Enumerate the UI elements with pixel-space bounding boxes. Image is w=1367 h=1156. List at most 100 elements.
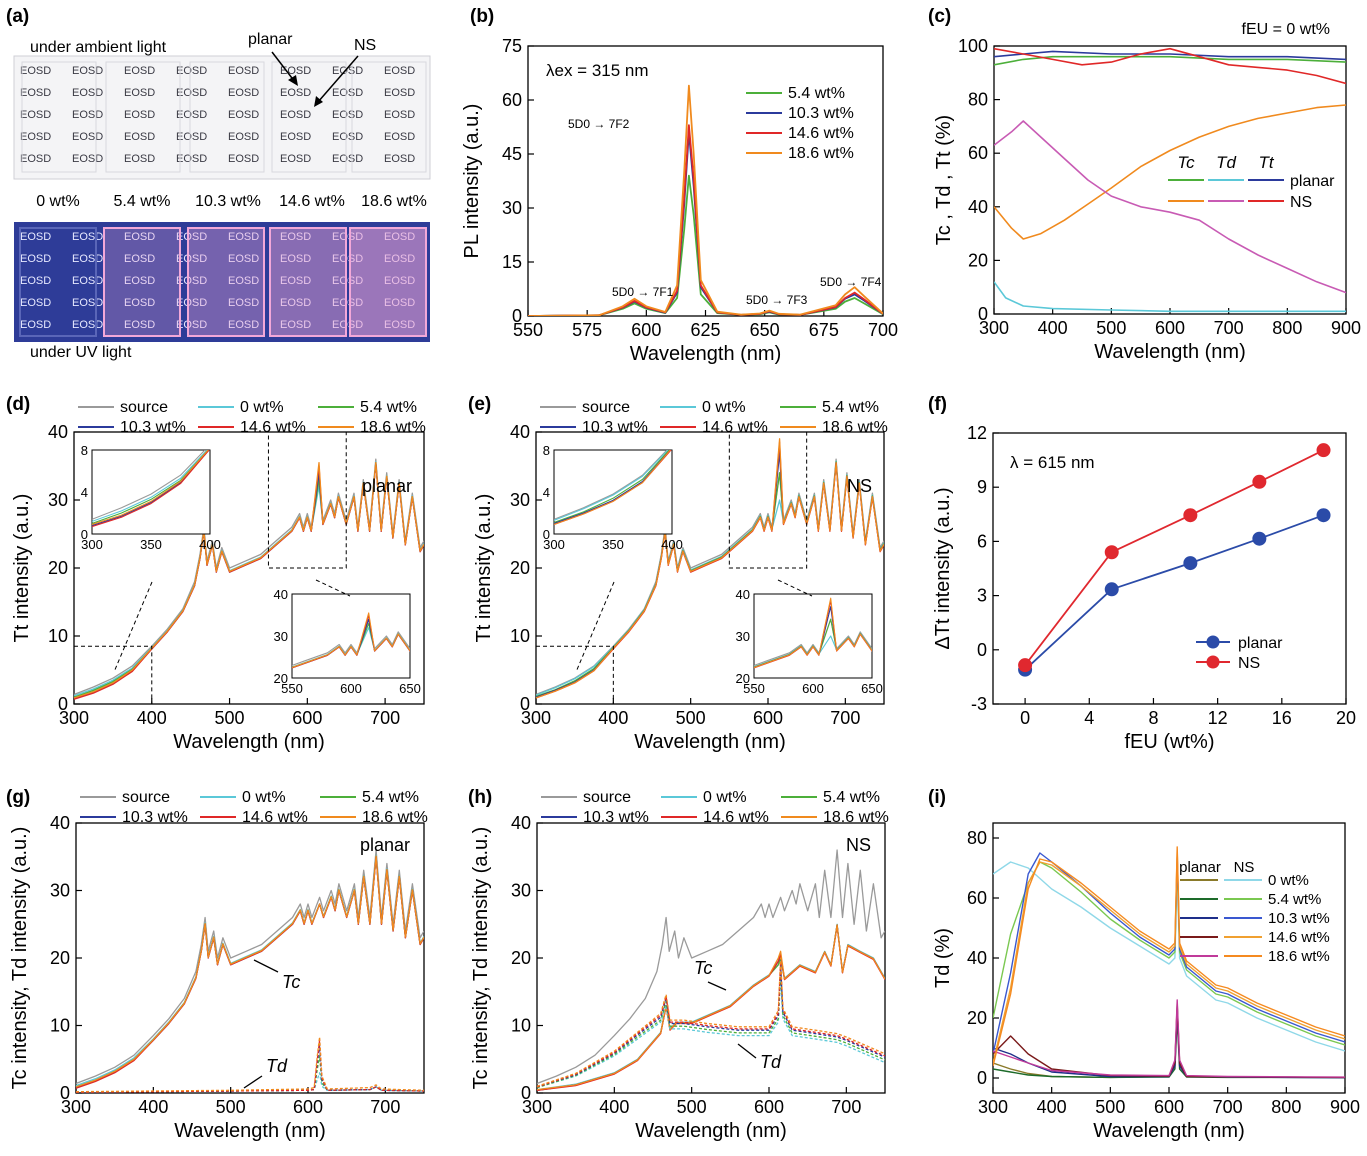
uv-eosd-text: EOSD (124, 275, 155, 287)
ambient-eosd-text: EOSD (124, 109, 155, 121)
ambient-eosd-text: EOSD (20, 65, 51, 77)
ambient-eosd-text: EOSD (332, 87, 363, 99)
x-tick-label: 500 (215, 708, 245, 728)
series-line-g (76, 849, 424, 1085)
uv-eosd-text: EOSD (124, 253, 155, 265)
y-tick-label: 80 (967, 828, 987, 848)
ambient-eosd-text: EOSD (228, 131, 259, 143)
inset-x-tick-label: 350 (602, 537, 624, 552)
ambient-eosd-text: EOSD (124, 153, 155, 165)
legend-label-h: 10.3 wt% (583, 809, 649, 826)
x-tick-label: 600 (292, 708, 322, 728)
legend-label-g: source (122, 789, 170, 806)
uv-eosd-text: EOSD (176, 319, 207, 331)
ambient-eosd-text: EOSD (384, 87, 415, 99)
series-line-d (74, 461, 424, 699)
x-tick-label: 500 (216, 1097, 246, 1117)
x-tick-label: 900 (1331, 318, 1361, 338)
legend-row-label-i: 14.6 wt% (1268, 929, 1330, 946)
y-tick-label: 75 (502, 36, 522, 56)
x-tick-label: 4 (1084, 708, 1094, 728)
uv-film-tile (349, 227, 427, 337)
x-tick-label: 400 (1037, 1097, 1067, 1117)
zoom-region-peaks (267, 431, 347, 569)
uv-eosd-text: EOSD (176, 231, 207, 243)
x-tick-label: 300 (521, 708, 551, 728)
panel-d-label: (d) (6, 394, 30, 415)
x-axis-label: Wavelength (nm) (630, 343, 782, 365)
x-tick-label: 0 (1020, 708, 1030, 728)
inset-series-line (754, 597, 872, 669)
x-tick-label: 575 (572, 320, 602, 340)
uv-eosd-text: EOSD (280, 231, 311, 243)
sample-type-annotation: planar (360, 835, 410, 855)
uv-eosd-text: EOSD (124, 297, 155, 309)
uv-eosd-text: EOSD (280, 253, 311, 265)
data-point-planar (1252, 531, 1267, 546)
y-tick-label: 20 (968, 250, 988, 270)
uv-eosd-text: EOSD (228, 297, 259, 309)
y-tick-label: -3 (971, 694, 987, 714)
dashed-series-line-h (537, 970, 885, 1089)
ambient-eosd-text: EOSD (124, 65, 155, 77)
uv-caption: under UV light (30, 344, 132, 361)
inset-y-tick-label: 40 (274, 587, 288, 602)
inset-x-tick-label: 350 (140, 537, 162, 552)
y-tick-label: 0 (521, 1083, 531, 1103)
inset-y-tick-label: 4 (81, 485, 88, 500)
inset-x-tick-label: 600 (340, 681, 362, 696)
plot-frame (992, 432, 1347, 705)
uv-film-tile (19, 227, 97, 337)
y-tick-label: 15 (502, 252, 522, 272)
inset-frame (291, 593, 411, 679)
chart-g: (g) 300 400 500 600 700 0 10 20 30 40 Wavelength (n… (6, 787, 428, 1142)
legend-label-f: NS (1238, 655, 1260, 672)
inset-y-tick-label: 0 (81, 527, 88, 542)
legend-row-label-c: NS (1290, 194, 1312, 211)
y-axis-label: Td (%) (932, 928, 954, 988)
composition-annotation: fEU = 0 wt% (1242, 21, 1330, 38)
series-line-b (528, 124, 883, 316)
uv-eosd-text: EOSD (176, 253, 207, 265)
inset-frame (753, 593, 873, 679)
x-axis-label: Wavelength (nm) (635, 1120, 787, 1142)
x-tick-label: 800 (1271, 1097, 1301, 1117)
y-tick-label: 0 (977, 640, 987, 660)
y-tick-label: 10 (48, 626, 68, 646)
x-tick-label: 700 (831, 1097, 861, 1117)
x-tick-label: 650 (750, 320, 780, 340)
y-tick-label: 3 (977, 586, 987, 606)
legend-label-e: 0 wt% (702, 399, 746, 416)
uv-eosd-text: EOSD (72, 297, 103, 309)
x-tick-label: 600 (1155, 318, 1185, 338)
data-point-NS (1018, 658, 1033, 673)
dashed-series-line-h (537, 957, 885, 1087)
y-tick-label: 40 (510, 422, 530, 442)
inset-y-tick-label: 0 (543, 527, 550, 542)
panel-h-label: (h) (468, 787, 492, 808)
x-tick-label: 600 (631, 320, 661, 340)
x-tick-label: 300 (978, 1097, 1008, 1117)
y-tick-label: 30 (511, 881, 531, 901)
wavelength-annotation: λ = 615 nm (1010, 453, 1095, 472)
y-tick-label: 0 (60, 1083, 70, 1103)
inset-series-line (554, 450, 670, 524)
uv-eosd-text: EOSD (228, 253, 259, 265)
ambient-eosd-text: EOSD (280, 153, 311, 165)
uv-eosd-text: EOSD (20, 297, 51, 309)
zoom-arrow-right (777, 579, 813, 597)
y-tick-label: 100 (958, 36, 988, 56)
legend-row-label-c: planar (1290, 173, 1335, 190)
x-tick-label: 700 (830, 708, 860, 728)
uv-eosd-text: EOSD (280, 275, 311, 287)
legend-label-b: 5.4 wt% (788, 85, 845, 102)
peak-label: 5D0 → 7F2 (568, 117, 630, 131)
sample-type-annotation: NS (846, 835, 871, 855)
y-tick-label: 40 (50, 813, 70, 833)
x-axis-label: Wavelength (nm) (173, 731, 325, 753)
panel-i-label: (i) (928, 787, 946, 808)
ns-arrowhead (314, 96, 323, 107)
uv-eosd-text: EOSD (228, 319, 259, 331)
legend-header-i: NS (1234, 859, 1255, 876)
